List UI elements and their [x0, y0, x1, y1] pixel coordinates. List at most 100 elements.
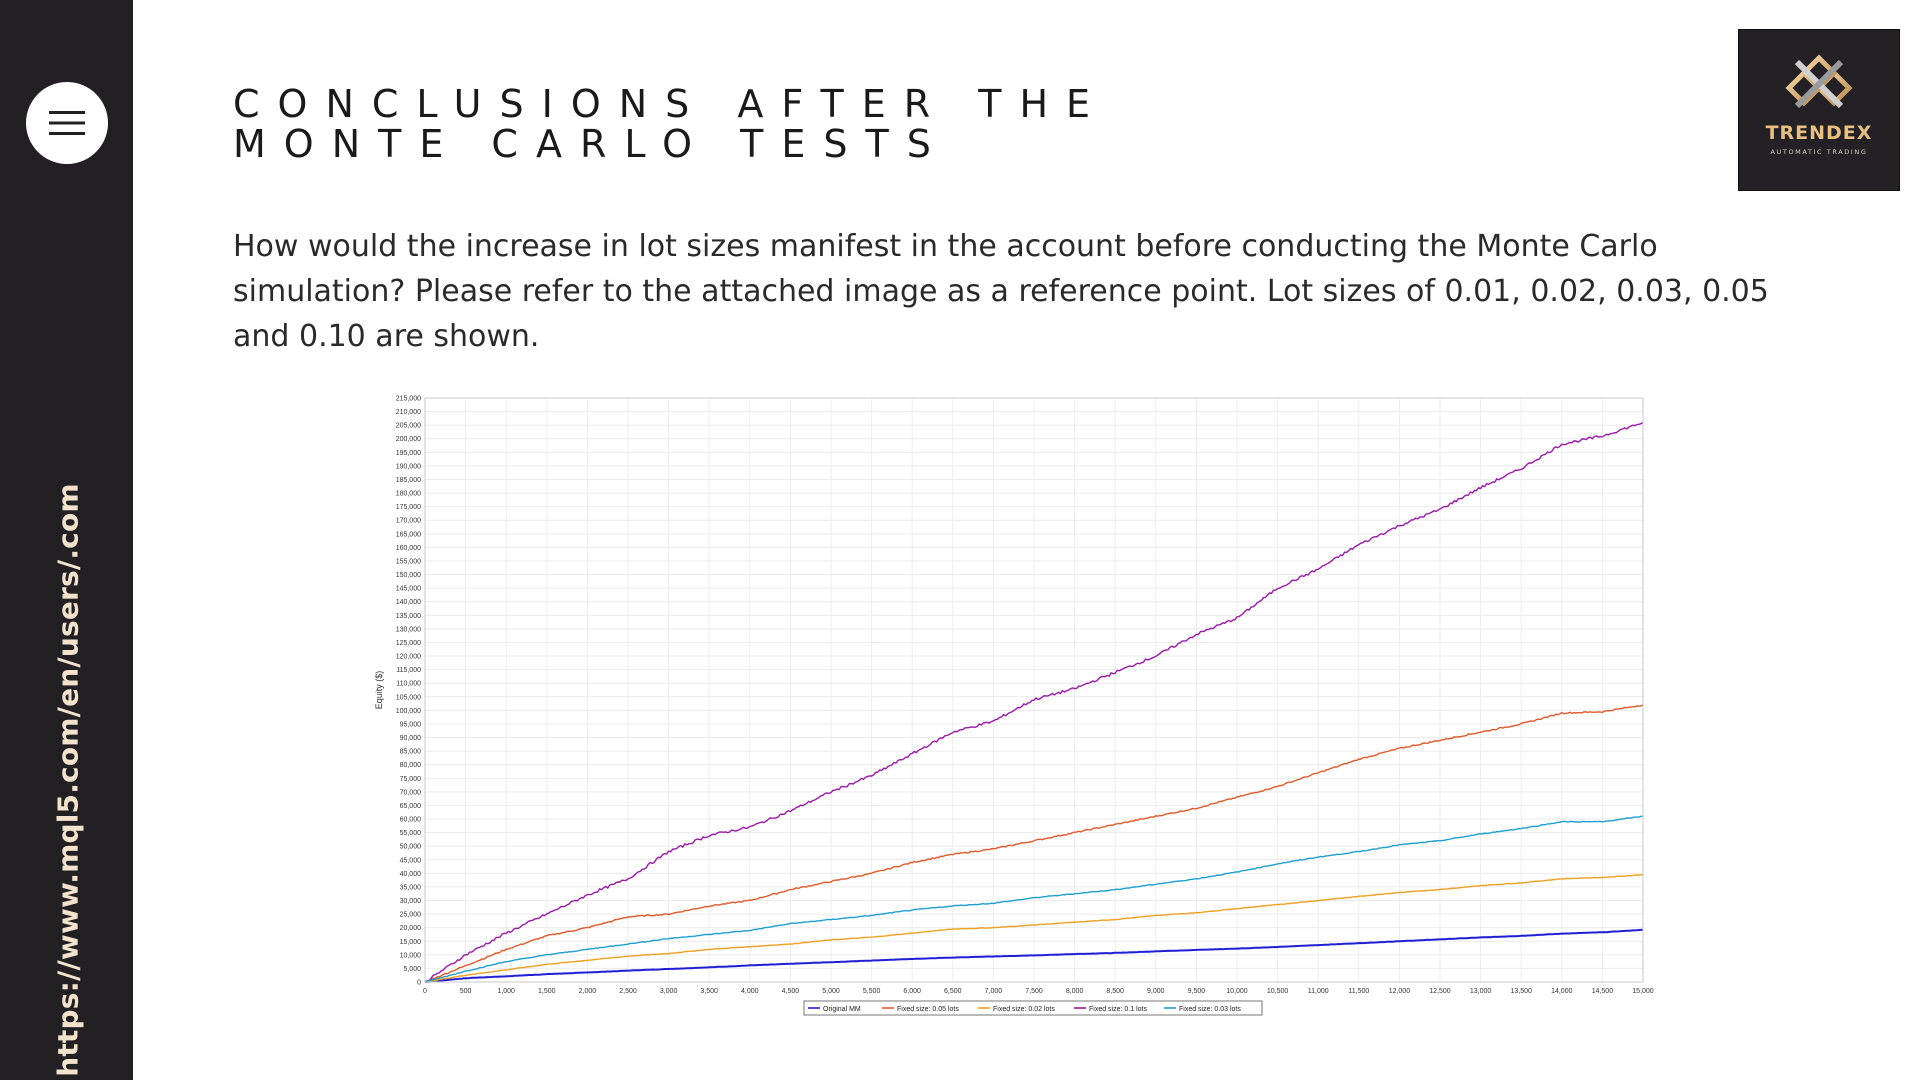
- y-tick-label: 50,000: [400, 844, 422, 851]
- x-tick-label: 12,500: [1429, 988, 1451, 995]
- title-line-1: CONCLUSIONS AFTER THE: [233, 82, 1109, 126]
- y-tick-label: 25,000: [400, 912, 422, 919]
- y-tick-label: 30,000: [400, 898, 422, 905]
- x-tick-label: 10,000: [1226, 988, 1248, 995]
- series-line: [424, 704, 1644, 983]
- trendex-emblem-icon: [1785, 54, 1853, 109]
- x-tick-label: 0: [423, 988, 427, 995]
- x-tick-label: 5,500: [863, 988, 881, 995]
- y-axis-label: Equity ($): [374, 671, 384, 710]
- legend-label: Fixed size: 0.05 lots: [897, 1006, 959, 1013]
- legend-label: Fixed size: 0.02 lots: [993, 1006, 1055, 1013]
- x-tick-label: 4,500: [782, 988, 800, 995]
- x-tick-label: 11,500: [1348, 988, 1369, 995]
- y-tick-label: 155,000: [396, 558, 421, 565]
- y-tick-label: 105,000: [396, 694, 421, 701]
- y-tick-label: 95,000: [400, 721, 422, 728]
- y-tick-label: 125,000: [396, 640, 421, 647]
- y-tick-label: 140,000: [396, 599, 421, 606]
- x-tick-label: 7,000: [985, 988, 1003, 995]
- y-tick-label: 15,000: [400, 939, 422, 946]
- y-tick-label: 185,000: [396, 477, 421, 484]
- legend-label: Original MM: [823, 1006, 861, 1013]
- y-tick-label: 175,000: [396, 504, 421, 511]
- equity-line-chart: 0 5,000 10,000 15,000 20,000 25,000 30,000 35,0…: [374, 396, 1654, 1016]
- page-title: CONCLUSIONS AFTER THE MONTE CARLO TESTS: [233, 84, 1233, 164]
- x-tick-label: 13,000: [1470, 988, 1492, 995]
- y-tick-label: 45,000: [400, 857, 422, 864]
- x-tick-label: 6,000: [903, 988, 921, 995]
- x-tick-label: 7,500: [1025, 988, 1043, 995]
- y-tick-label: 5,000: [403, 966, 421, 973]
- x-tick-label: 500: [460, 988, 472, 995]
- y-tick-label: 195,000: [396, 450, 421, 457]
- x-tick-label: 14,000: [1551, 988, 1573, 995]
- y-tick-label: 110,000: [396, 681, 421, 688]
- x-tick-label: 1,500: [538, 988, 556, 995]
- x-tick-label: 2,500: [619, 988, 637, 995]
- x-tick-label: 13,500: [1510, 988, 1532, 995]
- y-tick-label: 210,000: [396, 409, 421, 416]
- x-tick-label: 1,000: [497, 988, 515, 995]
- y-tick-label: 55,000: [400, 830, 422, 837]
- y-tick-label: 205,000: [396, 423, 421, 430]
- x-tick-label: 3,000: [660, 988, 678, 995]
- x-tick-label: 4,000: [741, 988, 759, 995]
- x-tick-label: 2,000: [579, 988, 597, 995]
- y-tick-label: 40,000: [400, 871, 422, 878]
- profile-url-link[interactable]: https://www.mql5.com/en/users/.com: [51, 483, 85, 1077]
- y-tick-label: 160,000: [396, 545, 421, 552]
- x-tick-label: 9,000: [1147, 988, 1165, 995]
- y-tick-label: 215,000: [396, 396, 421, 403]
- x-tick-label: 3,500: [700, 988, 718, 995]
- x-tick-label: 11,000: [1308, 988, 1329, 995]
- y-axis-ticks: 0 5,000 10,000 15,000 20,000 25,000 30,000 35,0…: [396, 396, 421, 987]
- y-tick-label: 60,000: [400, 817, 422, 824]
- series-line: [424, 421, 1644, 983]
- series-line: [424, 815, 1643, 983]
- y-tick-label: 130,000: [396, 626, 421, 633]
- y-tick-label: 10,000: [400, 952, 422, 959]
- x-tick-label: 6,500: [944, 988, 962, 995]
- hamburger-menu-icon: [49, 111, 85, 135]
- sidebar: https://www.mql5.com/en/users/.com: [0, 0, 133, 1080]
- y-tick-label: 75,000: [400, 776, 422, 783]
- menu-button[interactable]: [26, 82, 108, 164]
- y-tick-label: 100,000: [396, 708, 421, 715]
- x-tick-label: 10,500: [1267, 988, 1289, 995]
- y-tick-label: 200,000: [396, 436, 421, 443]
- plot-frame: [424, 397, 1644, 983]
- y-tick-label: 170,000: [396, 518, 421, 525]
- y-tick-label: 150,000: [396, 572, 421, 579]
- y-tick-label: 180,000: [396, 491, 421, 498]
- logo-tagline: AUTOMATIC TRADING: [1770, 148, 1868, 156]
- x-tick-label: 14,500: [1592, 988, 1614, 995]
- y-tick-label: 80,000: [400, 762, 422, 769]
- y-tick-label: 20,000: [400, 925, 422, 932]
- legend-label: Fixed size: 0.03 lots: [1179, 1006, 1241, 1013]
- y-tick-label: 70,000: [400, 789, 422, 796]
- y-tick-label: 90,000: [400, 735, 422, 742]
- x-tick-label: 8,500: [1106, 988, 1124, 995]
- trendex-logo: TRENDEX AUTOMATIC TRADING: [1738, 29, 1900, 191]
- y-tick-label: 115,000: [396, 667, 421, 674]
- y-tick-label: 120,000: [396, 654, 421, 661]
- y-tick-label: 135,000: [396, 613, 421, 620]
- y-tick-label: 0: [417, 980, 421, 987]
- y-tick-label: 165,000: [396, 531, 421, 538]
- x-tick-label: 15,000: [1632, 988, 1654, 995]
- x-tick-label: 8,000: [1066, 988, 1084, 995]
- x-tick-label: 12,000: [1389, 988, 1411, 995]
- body-paragraph: How would the increase in lot sizes mani…: [233, 229, 1769, 354]
- grid: [424, 397, 1644, 983]
- x-tick-label: 5,000: [822, 988, 840, 995]
- title-line-2: MONTE CARLO TESTS: [233, 122, 949, 166]
- y-tick-label: 65,000: [400, 803, 422, 810]
- y-tick-label: 85,000: [400, 749, 422, 756]
- series-line: [424, 874, 1643, 983]
- series-line: [424, 928, 1644, 983]
- y-tick-label: 145,000: [396, 586, 421, 593]
- legend: Original MM Fixed size: 0.05 lots Fixed si…: [803, 1000, 1263, 1016]
- legend-box: [803, 1000, 1263, 1016]
- series-lines: [424, 421, 1644, 983]
